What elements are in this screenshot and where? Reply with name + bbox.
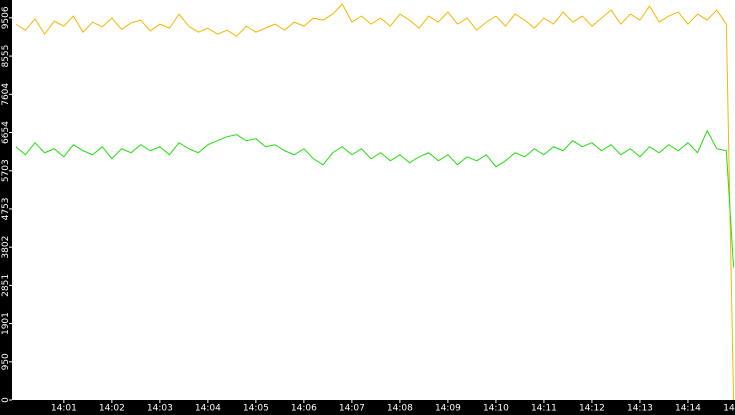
x-tick-label: 14:06	[291, 404, 317, 414]
y-tick-label: 4753	[1, 197, 11, 220]
x-tick-label: 14:05	[243, 404, 269, 414]
x-tick-label: 14:08	[387, 404, 413, 414]
x-tick-label: 14:09	[435, 404, 461, 414]
y-tick-label: 950	[1, 353, 11, 370]
x-tick-label: 14:07	[339, 404, 365, 414]
x-tick-label: 14:14	[675, 404, 701, 414]
y-tick-label: 1901	[1, 312, 11, 335]
series-line	[15, 129, 735, 268]
x-tick-label: 14:11	[531, 404, 557, 414]
y-tick-label: 3802	[1, 236, 11, 259]
y-tick-label: 7604	[1, 83, 11, 106]
y-tick-label: 8555	[1, 45, 11, 68]
x-tick-label: 14:13	[627, 404, 653, 414]
series-line	[15, 3, 735, 401]
x-tick-label: 14:01	[51, 404, 77, 414]
x-tick-label: 14:04	[195, 404, 221, 414]
y-tick-label: 2851	[1, 274, 11, 297]
x-tick-label: 14:12	[579, 404, 605, 414]
y-axis-band	[0, 0, 12, 415]
x-tick-label: 14:02	[99, 404, 125, 414]
x-tick-label: 14	[723, 404, 735, 414]
y-tick-label: 9506	[1, 6, 11, 29]
y-tick-label: 6654	[1, 121, 11, 144]
x-axis-band	[0, 400, 735, 415]
y-tick-label: 0	[1, 397, 11, 403]
y-tick-label: 5703	[1, 159, 11, 182]
x-tick-label: 14:10	[483, 404, 509, 414]
x-tick-label: 14:03	[147, 404, 173, 414]
